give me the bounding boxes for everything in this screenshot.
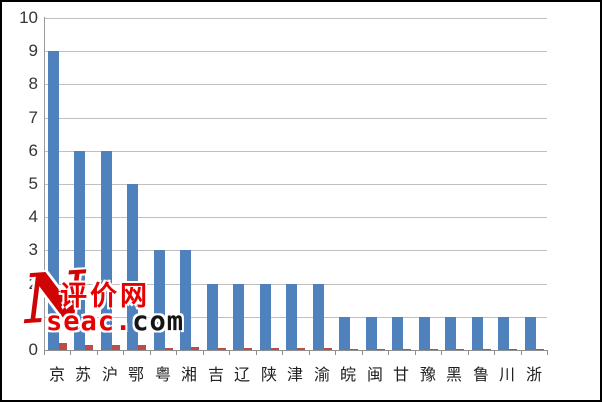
x-axis-category-label: 辽	[233, 365, 250, 384]
gridline-y-7	[44, 117, 547, 119]
gridline-y-10	[44, 18, 547, 19]
x-axis-category-label: 豫	[419, 365, 436, 384]
y-axis-tick-label: 6	[28, 140, 38, 160]
x-axis-line	[44, 350, 548, 351]
blue-series-bar-皖	[339, 317, 350, 350]
blue-series-bar-吉	[207, 284, 218, 350]
blue-series-bar-粤	[154, 250, 165, 350]
red-series-bar-鄂	[138, 345, 146, 350]
y-axis-tick-label: 10	[19, 8, 38, 27]
x-axis-category-label: 吉	[207, 365, 224, 384]
gridline-y-3	[44, 250, 547, 252]
x-axis-tick	[494, 351, 496, 355]
x-axis-category-label: 鲁	[472, 365, 489, 384]
gridline-y-8	[44, 84, 547, 86]
x-axis-tick	[282, 351, 284, 355]
y-axis-tick-label: 0	[28, 340, 38, 359]
red-series-bar-黑	[456, 349, 464, 350]
y-axis-tick-label: 1	[28, 306, 38, 326]
y-axis-line	[44, 17, 45, 350]
x-axis-tick	[229, 351, 231, 355]
x-axis-tick	[441, 351, 443, 355]
red-series-bar-苏	[85, 345, 93, 350]
x-axis-tick	[255, 351, 257, 355]
gridline-y-9	[44, 51, 547, 53]
blue-series-bar-渝	[313, 284, 324, 350]
red-series-bar-皖	[350, 349, 358, 350]
x-axis-category-label: 粤	[154, 365, 171, 384]
x-axis-category-label: 鄂	[127, 365, 144, 384]
gridline-y-4	[44, 217, 547, 219]
red-series-bar-湘	[191, 347, 199, 350]
blue-series-bar-津	[286, 284, 297, 350]
blue-series-bar-沪	[101, 151, 112, 350]
y-axis-tick-label: 4	[28, 207, 38, 227]
x-axis-category-label: 京	[48, 365, 65, 384]
red-series-bar-闽	[377, 349, 385, 350]
x-axis-category-label: 津	[286, 365, 303, 384]
x-axis-category-label: 陕	[260, 365, 277, 384]
x-axis-category-label: 皖	[339, 365, 356, 384]
x-axis-tick	[361, 351, 363, 355]
blue-series-bar-陕	[260, 284, 271, 350]
red-series-bar-鲁	[483, 349, 491, 350]
red-series-bar-陕	[271, 348, 279, 350]
x-axis-tick	[520, 351, 522, 355]
red-series-bar-甘	[403, 349, 411, 350]
red-series-bar-豫	[430, 349, 438, 350]
x-axis-tick	[388, 351, 390, 355]
x-axis-category-label: 渝	[313, 365, 330, 384]
x-axis-tick	[123, 351, 125, 355]
x-axis-tick	[335, 351, 337, 355]
gridline-y-5	[44, 184, 547, 185]
x-axis-tick	[176, 351, 178, 355]
red-series-bar-川	[509, 349, 517, 350]
x-axis-category-label: 川	[498, 365, 515, 384]
x-axis-category-label: 湘	[180, 365, 197, 384]
red-series-bar-粤	[165, 348, 173, 350]
x-axis-category-label: 闽	[366, 365, 383, 384]
gridline-y-6	[44, 150, 547, 152]
x-axis-tick	[149, 351, 151, 355]
x-axis-category-label: 黑	[445, 365, 462, 384]
x-axis-tick	[202, 351, 204, 355]
x-axis-tick	[44, 351, 45, 355]
x-axis-tick	[414, 351, 416, 355]
blue-series-bar-川	[498, 317, 509, 350]
y-axis-tick-label: 3	[28, 240, 38, 260]
y-axis-tick-label: 9	[28, 41, 38, 61]
x-axis-category-label: 苏	[74, 365, 91, 384]
red-series-bar-浙	[536, 349, 544, 350]
blue-series-bar-鄂	[127, 184, 138, 350]
red-series-bar-辽	[244, 348, 252, 350]
x-axis-category-label: 沪	[101, 365, 118, 384]
blue-series-bar-辽	[233, 284, 244, 350]
x-axis-category-label: 浙	[525, 365, 542, 384]
y-axis-tick-label: 5	[28, 174, 38, 193]
red-series-bar-沪	[112, 345, 120, 350]
y-axis-tick-label: 7	[28, 107, 38, 127]
blue-series-bar-苏	[74, 151, 85, 350]
blue-series-bar-湘	[180, 250, 191, 350]
blue-series-bar-京	[48, 51, 59, 350]
red-series-bar-京	[59, 343, 67, 350]
red-series-bar-渝	[324, 348, 332, 350]
x-axis-tick	[467, 351, 469, 355]
blue-series-bar-甘	[392, 317, 403, 350]
red-series-bar-津	[297, 348, 305, 350]
x-axis-tick	[547, 351, 548, 355]
blue-series-bar-浙	[525, 317, 536, 350]
x-axis-tick	[308, 351, 310, 355]
y-axis-tick-label: 8	[28, 74, 38, 94]
blue-series-bar-鲁	[472, 317, 483, 350]
red-series-bar-吉	[218, 348, 226, 350]
x-axis-tick	[70, 351, 72, 355]
blue-series-bar-黑	[445, 317, 456, 350]
blue-series-bar-豫	[419, 317, 430, 350]
blue-series-bar-闽	[366, 317, 377, 350]
y-axis-tick-label: 2	[28, 273, 38, 293]
x-axis-category-label: 甘	[392, 365, 409, 384]
x-axis-tick	[96, 351, 98, 355]
